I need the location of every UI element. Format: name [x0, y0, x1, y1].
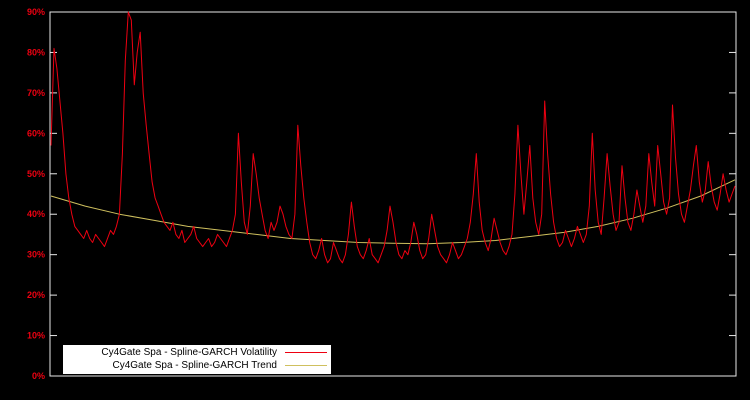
- y-tick-label: 40%: [27, 209, 45, 219]
- y-tick-label: 60%: [27, 128, 45, 138]
- y-tick-label: 50%: [27, 169, 45, 179]
- y-tick-label: 70%: [27, 88, 45, 98]
- y-tick-label: 10%: [27, 331, 45, 341]
- series-volatility: [50, 11, 736, 264]
- legend-label-volatility: Cy4Gate Spa - Spline-GARCH Volatility: [101, 347, 277, 358]
- legend-row-trend: Cy4Gate Spa - Spline-GARCH Trend: [67, 359, 327, 372]
- legend-line-volatility: [285, 352, 327, 353]
- y-tick-label: 20%: [27, 290, 45, 300]
- legend-row-volatility: Cy4Gate Spa - Spline-GARCH Volatility: [67, 346, 327, 359]
- plot-frame: [49, 11, 737, 377]
- y-tick-label: 90%: [27, 7, 45, 17]
- chart-legend: Cy4Gate Spa - Spline-GARCH Volatility Cy…: [62, 344, 332, 375]
- y-tick-label: 30%: [27, 250, 45, 260]
- y-tick-label: 80%: [27, 47, 45, 57]
- series-trend: [50, 179, 736, 245]
- legend-label-trend: Cy4Gate Spa - Spline-GARCH Trend: [112, 360, 277, 371]
- y-tick-label: 0%: [32, 371, 45, 381]
- legend-line-trend: [285, 365, 327, 366]
